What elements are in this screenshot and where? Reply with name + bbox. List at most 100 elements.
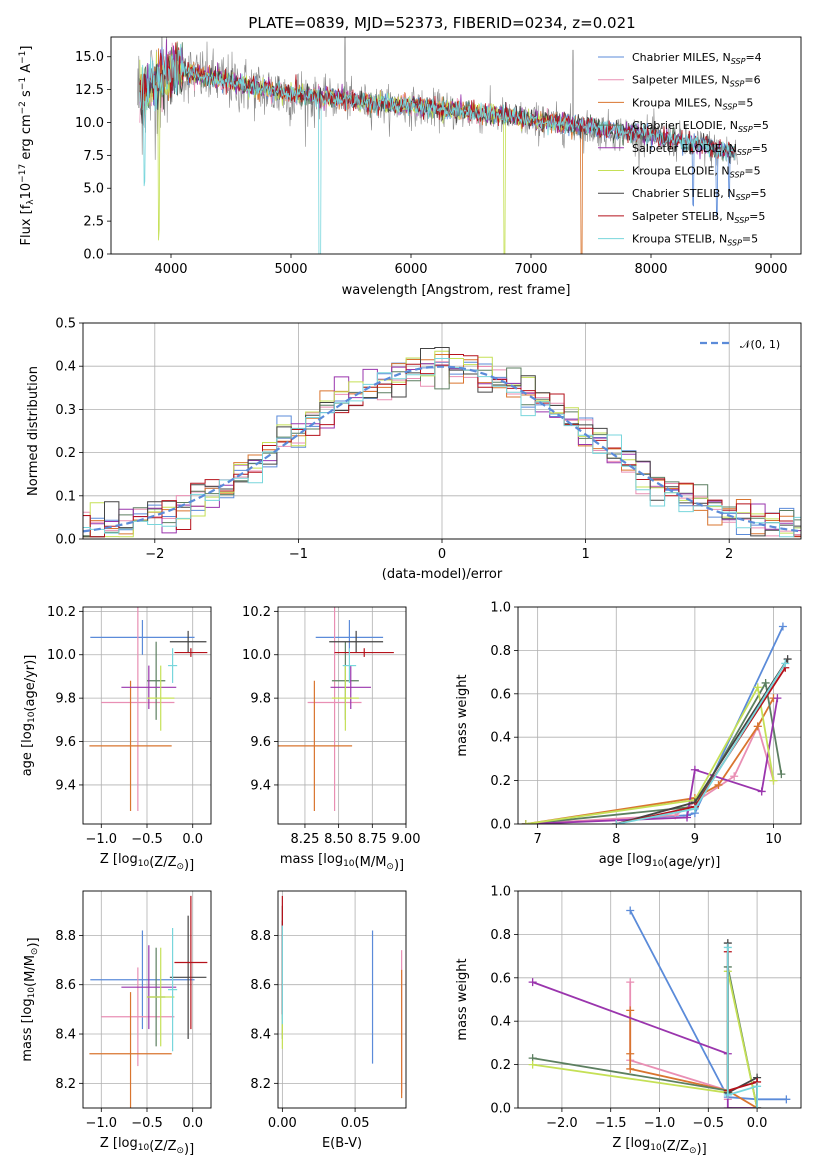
x-tick-label: 0.0 [747,1116,768,1131]
x-tick-label: 4000 [154,262,187,277]
x-tick-label: −1.5 [595,1116,627,1131]
errorbar-point-4 [121,945,177,1030]
y-tick-label: 0.6 [490,687,511,702]
legend-label: Chabrier MILES, NSSP=4 [632,51,762,66]
y-axis-label: mass weight [455,674,470,756]
y-tick-label: 10.2 [242,605,271,620]
y-tick-label: 9.6 [250,735,271,750]
y-tick-label: 8.6 [55,978,76,993]
series-line [629,910,787,1101]
y-tick-label: 0.2 [55,446,76,461]
y-axis-label: Normed distribution [26,366,41,496]
x-tick-label: 6000 [394,262,427,277]
x-tick-label: −0.5 [693,1116,725,1131]
model-spectrum-7 [139,42,735,159]
histogram-8 [83,358,801,538]
plus-marker [683,813,692,822]
plus-marker [690,804,699,813]
x-tick-label: 9 [691,832,699,847]
series-8 [612,659,790,824]
errorbar-point-1 [101,967,175,1067]
y-tick-label: 0.4 [490,1015,511,1030]
y-axis-label: mass [log10(M/M⊙)] [20,937,41,1061]
legend-label: Salpeter MILES, NSSP=6 [632,74,761,89]
panel-mass-vs-Z: −1.0 −0.5 0.0 8.2 8.4 8.6 8.8 Z [log10(Z/Z⊙)] ma… [20,890,212,1157]
x-tick-label: 9000 [754,262,787,277]
x-tick-label: 9.00 [392,832,421,847]
x-tick-label: 5000 [274,262,307,277]
axes-frame [110,36,802,255]
errorbar-point-7 [334,648,394,657]
x-axis-label: E(B-V) [322,1136,362,1151]
errorbar-point-5 [147,665,175,731]
figure-title: PLATE=0839, MJD=52373, FIBERID=0234, z=0… [248,14,635,32]
plus-marker [773,694,782,703]
x-tick-label: −1 [289,547,308,562]
plus-marker [730,772,739,781]
x-axis-label: mass [log10(M/M⊙)] [280,852,404,873]
histogram-7 [83,354,801,538]
plus-marker [521,820,530,824]
legend-label: Kroupa STELIB, NSSP=5 [632,233,758,248]
errorbar-point-1 [101,607,175,811]
legend-label: Salpeter ELODIE, NSSP=5 [632,142,768,157]
x-tick-label: 7000 [514,262,547,277]
plot-area [89,895,208,1108]
normal-reference-curve [83,365,799,533]
y-tick-label: 0.2 [490,1058,511,1073]
x-tick-label: −2 [145,547,164,562]
series-2 [521,694,778,824]
x-tick-label: −0.5 [131,1116,163,1131]
plus-marker [723,1104,732,1108]
y-tick-label: 0.6 [490,971,511,986]
plus-marker [626,1006,635,1015]
y-tick-label: 10.2 [47,605,76,620]
y-tick-label: 0.5 [55,317,76,332]
histogram-0 [83,358,801,537]
x-tick-label: −0.5 [131,832,163,847]
y-tick-label: 10.0 [47,648,76,663]
legend: 𝒩(0, 1) [700,338,780,351]
y-tick-label: 8.8 [55,929,76,944]
y-tick-label: 1.0 [490,601,511,616]
x-tick-label: 10 [765,832,782,847]
plus-marker [782,1095,791,1104]
y-tick-label: 9.4 [250,778,271,793]
plus-marker [757,787,766,796]
histogram-6 [83,347,801,538]
plus-marker [626,906,635,915]
errorbar-point-7 [174,895,208,1030]
axes-frame [82,890,212,1109]
plot-area [528,906,791,1108]
gridlines [83,607,211,824]
axes-frame [277,606,407,825]
y-tick-label: 9.8 [250,692,271,707]
y-tick-label: 0.3 [55,403,76,418]
legend-label: Chabrier ELODIE, NSSP=5 [632,119,769,134]
plot-area [89,607,208,811]
x-tick-label: 8 [612,832,620,847]
panel-age-vs-Z: −1.0 −0.5 0.0 9.4 9.6 9.8 10.0 10.2 Z [log10(Z/Z… [20,605,212,873]
errorbar-point-1 [307,607,362,811]
errorbar-point-6 [169,630,207,653]
axes-frame [517,890,802,1109]
x-tick-label: 7 [534,832,542,847]
histogram-3 [83,363,801,538]
x-tick-label: 8.50 [324,832,353,847]
panels: 4000 5000 6000 7000 8000 90000.02.55.07.510.0… [18,36,802,1157]
x-tick-label: 0.00 [268,1116,297,1131]
series-line [525,684,775,824]
series-2 [626,1006,762,1108]
x-tick-label: 0.0 [182,832,203,847]
legend-label: Kroupa MILES, NSSP=5 [632,96,753,111]
plot-area [137,37,738,254]
plus-marker [528,978,537,987]
y-axis-label: age [log10(age/yr)] [20,655,38,777]
plus-marker [777,770,786,779]
y-tick-label: 10.0 [75,116,104,131]
plus-marker [753,1104,762,1108]
x-tick-label: −1.0 [644,1116,676,1131]
panel-residuals: −2 −1 0 1 2 0.0 0.1 0.2 0.3 0.4 0.5 (data-model)/er… [26,317,802,582]
y-tick-label: 7.5 [83,149,104,164]
plus-marker [723,943,732,952]
